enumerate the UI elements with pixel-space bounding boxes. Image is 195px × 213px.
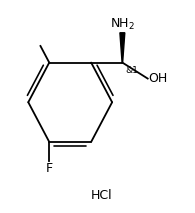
Text: OH: OH xyxy=(149,72,168,85)
Text: HCl: HCl xyxy=(91,189,112,203)
Text: &1: &1 xyxy=(125,66,138,75)
Text: NH$_2$: NH$_2$ xyxy=(110,17,135,32)
Polygon shape xyxy=(120,33,125,63)
Text: F: F xyxy=(46,162,53,175)
